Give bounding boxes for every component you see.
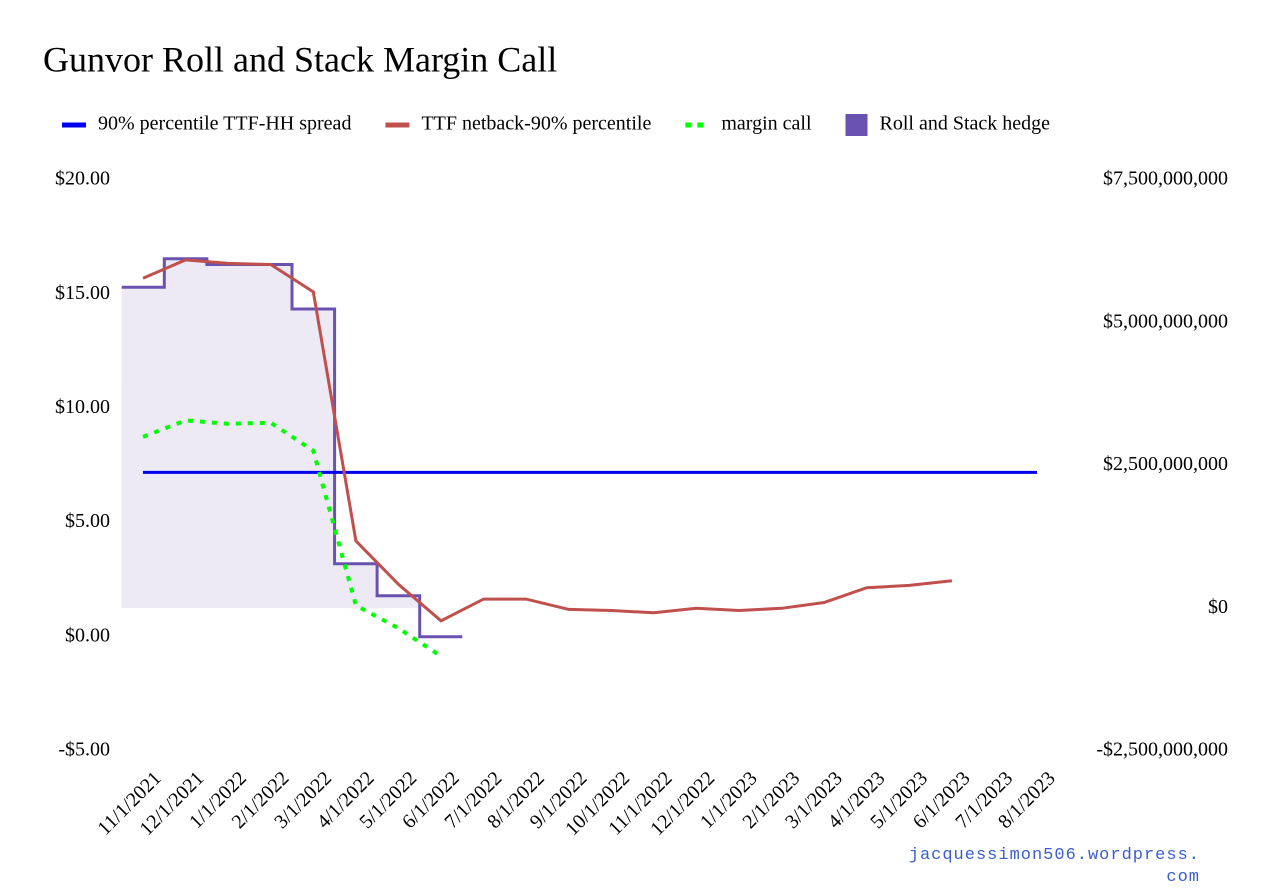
- legend-label: TTF netback-90% percentile: [421, 113, 651, 135]
- legend-label: Roll and Stack hedge: [880, 113, 1051, 135]
- legend-swatch: [845, 114, 868, 136]
- y-tick-label: $0.00: [65, 624, 110, 646]
- y2-tick-label: $5,000,000,000: [1103, 310, 1228, 332]
- y2-tick-label: -$2,500,000,000: [1096, 739, 1228, 761]
- series-line: [142, 418, 443, 658]
- y-tick-label: $5.00: [65, 510, 110, 532]
- series-area: [121, 258, 463, 609]
- watermark: jacquessimon506.wordpress. com: [909, 846, 1200, 885]
- y-tick-label: $20.00: [55, 168, 110, 190]
- legend-label: margin call: [721, 113, 812, 135]
- y2-tick-label: $2,500,000,000: [1103, 453, 1228, 475]
- y2-tick-label: $7,500,000,000: [1103, 168, 1228, 190]
- y-tick-label: -$5.00: [58, 739, 110, 761]
- y-tick-label: $10.00: [55, 396, 110, 418]
- y2-tick-label: $0: [1208, 596, 1228, 618]
- y-tick-label: $15.00: [55, 282, 110, 304]
- legend-label: 90% percentile TTF-HH spread: [98, 113, 351, 135]
- series-line: [142, 258, 953, 623]
- chart-title: Gunvor Roll and Stack Margin Call: [43, 39, 557, 79]
- series-step-line: [121, 257, 463, 639]
